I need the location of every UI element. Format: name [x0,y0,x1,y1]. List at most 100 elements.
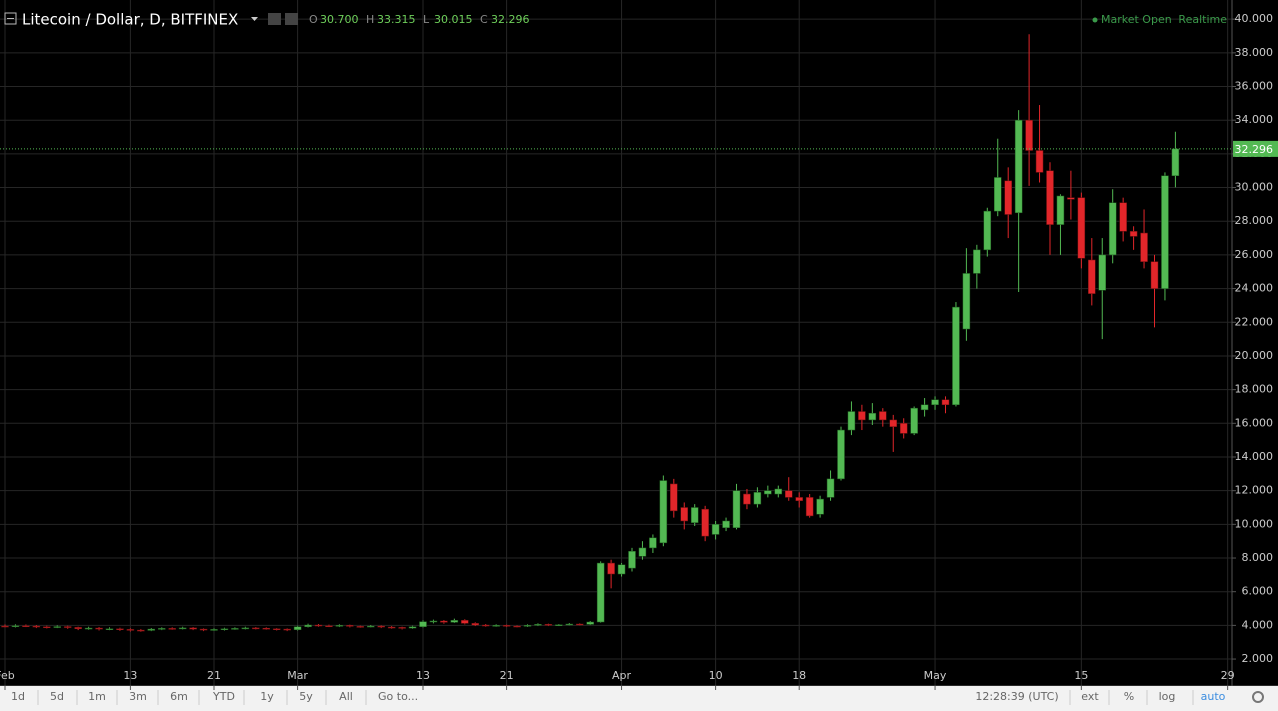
candle-body [899,423,908,434]
candle-body [701,508,709,537]
candle-body [659,480,668,544]
candle-body [1171,148,1180,177]
candle-body [1150,261,1159,289]
range-button[interactable]: YTD [212,690,235,703]
y-tick-label: 28.000 [1235,214,1274,227]
candle-body [1,625,9,628]
candle-body [837,429,845,480]
x-tick-label: 21 [207,669,221,682]
y-tick-label: 14.000 [1235,450,1274,463]
y-tick-label: 24.000 [1235,282,1274,295]
candle-body [816,498,824,515]
candle-body [1004,180,1012,215]
goto-button[interactable]: Go to... [378,690,418,703]
candle-body [680,507,688,522]
close-icon[interactable] [285,13,298,25]
candle-body [607,562,615,575]
candle-body [586,621,594,625]
settings-gear[interactable] [1252,691,1264,703]
candle-body [335,625,344,627]
candle-body [565,623,574,626]
x-tick-label: Apr [612,669,632,682]
ohlc-key: H [366,13,374,26]
candle-body [398,627,406,629]
x-tick-label: Feb [0,669,15,682]
candle-body [555,624,563,626]
candle-body [325,625,333,627]
symbol-title[interactable]: Litecoin / Dollar, D, BITFINEX [22,11,238,29]
candle-body [272,628,281,630]
candle-body [32,625,41,628]
candle-body [293,626,302,631]
candle-body [74,627,82,629]
range-button[interactable]: 1y [260,690,274,703]
ohlc-value: 30.700 [320,13,359,26]
candle-body [617,564,626,575]
candle-body [53,626,61,628]
candle-body [1161,175,1169,289]
ohlc-key: O [309,13,318,26]
candle-body [1067,197,1075,200]
option-toggle[interactable]: ext [1081,690,1099,703]
last-price-label: 32.296 [1235,143,1274,156]
x-tick-label: 13 [123,669,137,682]
collapse-icon[interactable] [4,12,17,25]
candle-body [576,623,584,626]
y-tick-label: 2.000 [1242,652,1274,665]
y-tick-label: 20.000 [1235,349,1274,362]
candle-body [199,628,208,631]
range-button[interactable]: 1d [11,690,25,703]
candle-body [440,620,448,623]
x-tick-label: 13 [416,669,430,682]
candle-body [22,625,30,627]
candle-body [262,627,270,630]
market-status: Market Open [1101,13,1172,26]
y-tick-label: 36.000 [1235,80,1274,93]
candle-body [231,628,239,630]
option-toggle[interactable]: log [1159,690,1176,703]
bottom-toolbar [0,686,1278,711]
y-tick-label: 34.000 [1235,113,1274,126]
y-tick-label: 30.000 [1235,181,1274,194]
range-button[interactable]: 5d [50,690,64,703]
option-toggle[interactable]: % [1124,690,1134,703]
candle-body [994,177,1002,212]
candle-body [1098,254,1106,291]
candle-body [941,399,950,406]
feed-status: Realtime [1178,13,1227,26]
option-toggle[interactable]: auto [1201,690,1226,703]
ohlc-value: 33.315 [377,13,416,26]
y-tick-label: 6.000 [1242,585,1274,598]
x-tick-label: 18 [792,669,806,682]
candle-body [63,626,72,628]
range-button[interactable]: 3m [129,690,147,703]
candle-body [43,626,51,628]
candle-body [931,399,939,406]
range-button[interactable]: 6m [170,690,188,703]
candle-body [471,623,479,626]
candle-body [722,520,730,528]
candle-body [952,306,960,406]
candle-body [1025,119,1033,151]
range-button[interactable]: 1m [88,690,106,703]
candle-body [826,478,835,498]
x-tick-label: 29 [1221,669,1235,682]
candle-body [711,524,720,535]
range-button[interactable]: 5y [299,690,313,703]
y-tick-label: 8.000 [1242,551,1274,564]
candle-body [628,551,636,569]
candle-body [137,629,145,632]
range-button[interactable]: All [339,690,353,703]
candle-body [220,628,229,630]
candle-body [920,404,929,411]
candle-body [283,628,291,631]
candle-body [178,627,187,630]
candle-body [847,411,856,431]
y-tick-label: 18.000 [1235,383,1274,396]
settings-icon[interactable] [268,13,281,25]
candle-body [1077,197,1086,259]
candle-body [732,490,741,528]
candle-body [1035,150,1044,173]
symbol-dropdown[interactable] [251,17,258,21]
